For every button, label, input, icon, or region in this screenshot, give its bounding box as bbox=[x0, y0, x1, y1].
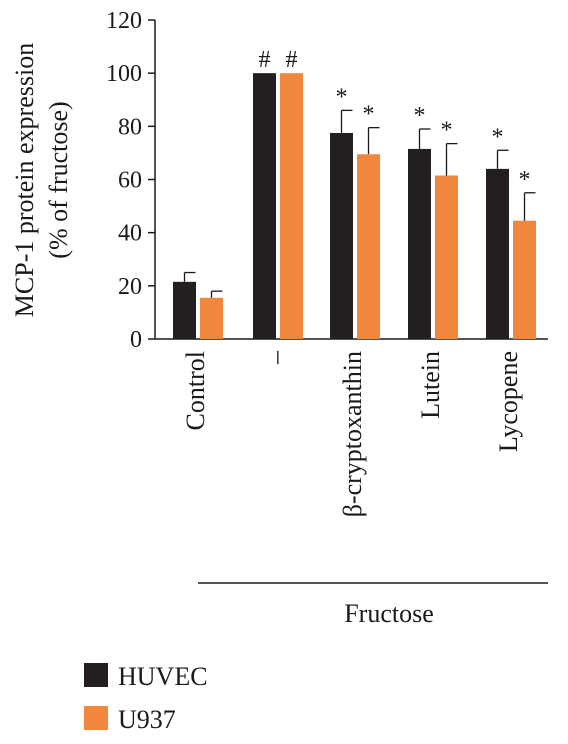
bar-u937-4 bbox=[513, 220, 536, 339]
y-tick-label: 60 bbox=[118, 168, 142, 194]
group-label: Fructose bbox=[344, 599, 434, 628]
legend-label-huvec: HUVEC bbox=[118, 662, 208, 691]
bar-u937-0 bbox=[200, 297, 223, 339]
significance-marker: * bbox=[441, 118, 453, 144]
bar-u937-2 bbox=[357, 154, 380, 339]
bar-huvec-0 bbox=[173, 281, 196, 339]
significance-marker: * bbox=[336, 84, 348, 110]
x-category-label: Lycopene bbox=[494, 351, 523, 452]
chart-axes: 0 20 40 60 80 100 120 MCP-1 protein expression(… bbox=[10, 8, 548, 584]
significance-marker: # bbox=[259, 47, 271, 73]
x-category-label: Control bbox=[181, 351, 210, 430]
legend-swatch-huvec bbox=[84, 663, 108, 687]
significance-marker: * bbox=[363, 102, 375, 128]
legend-label-u937: U937 bbox=[118, 705, 176, 734]
bar-huvec-2 bbox=[330, 132, 353, 339]
bar-u937-3 bbox=[435, 175, 458, 339]
significance-marker: * bbox=[492, 124, 504, 150]
bar-huvec-4 bbox=[486, 168, 509, 339]
y-tick-label: 40 bbox=[118, 221, 142, 247]
chart-bars bbox=[173, 73, 536, 340]
x-category-label: – bbox=[261, 350, 290, 365]
significance-marker: * bbox=[519, 167, 531, 193]
x-category-label: β-cryptoxanthin bbox=[338, 351, 367, 517]
y-axis-title: MCP-1 protein expression bbox=[10, 43, 39, 317]
significance-marker: # bbox=[286, 47, 298, 73]
significance-marker: * bbox=[414, 103, 426, 129]
chart-legend: HUVEC U937 bbox=[84, 662, 208, 734]
x-category-label: Lutein bbox=[416, 351, 445, 419]
y-tick-label: 20 bbox=[118, 274, 142, 300]
y-tick-label: 100 bbox=[106, 61, 142, 87]
y-tick-label: 0 bbox=[130, 327, 142, 353]
y-tick-label: 80 bbox=[118, 114, 142, 140]
bar-huvec-3 bbox=[408, 148, 431, 339]
legend-swatch-u937 bbox=[84, 706, 108, 730]
chart-labels: # * * * # * * * Control – β-cryptoxanthin Lutein Lyc… bbox=[181, 47, 531, 628]
y-axis-subtitle: (% of fructose) bbox=[44, 101, 73, 258]
y-tick-label: 120 bbox=[106, 8, 142, 34]
bar-huvec-1 bbox=[253, 73, 276, 340]
bar-u937-1 bbox=[280, 73, 303, 340]
